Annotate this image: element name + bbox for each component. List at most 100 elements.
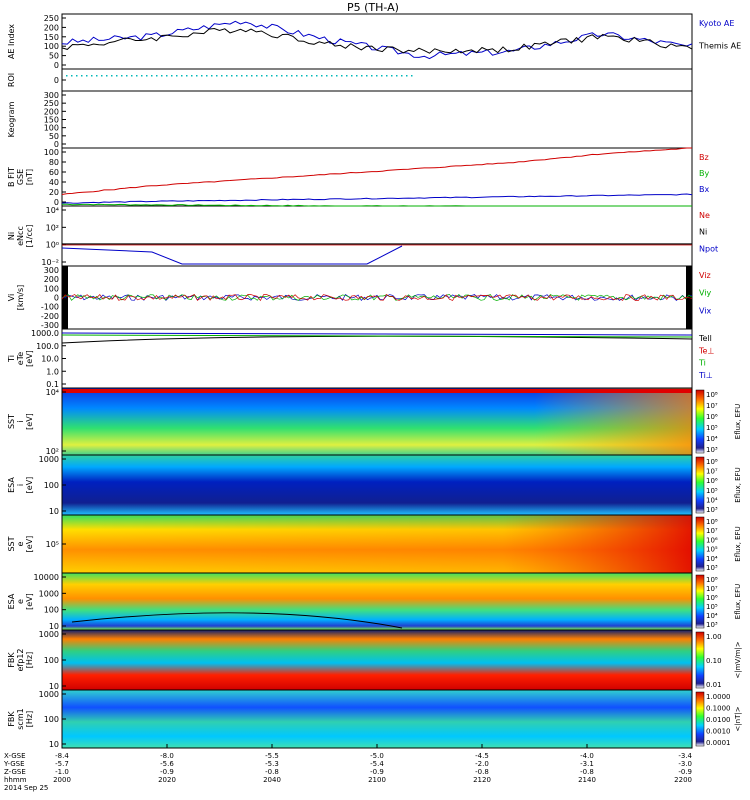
y-tick-label: 10² [46, 223, 59, 232]
colorbar-tick-label: 10⁶ [706, 536, 718, 544]
y-tick-label: 10 [49, 507, 59, 516]
x-tick-label: -5.6 [160, 760, 174, 768]
x-tick-label: 2020 [158, 776, 176, 784]
colorbar-label: <|nT|> [734, 706, 742, 731]
x-tick-label: -5.3 [265, 760, 279, 768]
legend-entry: Kyoto AE [699, 19, 734, 28]
esa-e-overlay-curve [71, 612, 403, 629]
roi-dot [121, 75, 123, 77]
roi-dot [356, 75, 358, 77]
series-by [61, 203, 692, 207]
colorbar-tick-label: 10⁸ [706, 576, 718, 584]
y-tick-label: 10⁰ [46, 241, 59, 250]
roi-dot [241, 75, 243, 77]
spectrogram-overlay-7 [62, 388, 692, 455]
x-tick-label: -5.4 [370, 760, 384, 768]
y-axis-label: [eV] [25, 536, 34, 553]
colorbar-tick-label: 0.0010 [706, 728, 731, 736]
y-tick-label: 200 [44, 107, 59, 116]
y-axis-label: GSE [16, 169, 25, 185]
roi-dot [86, 75, 88, 77]
colorbar-tick-label: 10⁵ [706, 424, 718, 432]
panel-7: 10⁴ 10² SST i [eV] [7, 387, 693, 456]
x-axis-row-label: hhmm [4, 776, 27, 784]
roi-dot [126, 75, 128, 77]
y-tick-label: 50 [49, 132, 59, 141]
panel-1: 0 ROI [7, 68, 693, 92]
colorbar-tick-label: 10⁸ [706, 391, 718, 399]
roi-dot [246, 75, 248, 77]
series-kyoto-ae [61, 20, 693, 60]
roi-dot [231, 75, 233, 77]
colorbar-label: Eflux, EFU [734, 467, 742, 502]
vi-edge-left [62, 266, 68, 329]
roi-dot [296, 75, 298, 77]
roi-dot [71, 75, 73, 77]
colorbar-tick-label: 10⁸ [706, 518, 718, 526]
roi-dot [361, 75, 363, 77]
roi-dot [336, 75, 338, 77]
y-axis-label: [Hz] [25, 711, 34, 727]
y-axis-label: i [16, 484, 25, 486]
x-tick-label: -5.7 [55, 760, 69, 768]
roi-dot [91, 75, 93, 77]
roi-dot [406, 75, 408, 77]
x-tick-label: -0.8 [475, 768, 489, 776]
roi-dot [301, 75, 303, 77]
y-axis-label: ESA [7, 477, 16, 493]
roi-dot [316, 75, 318, 77]
y-axis-label: efp12 [16, 649, 25, 672]
legend-entry: Viy [699, 289, 712, 298]
roi-dot [286, 75, 288, 77]
y-axis-label: SST [7, 536, 16, 551]
x-tick-label: -0.8 [265, 768, 279, 776]
roi-dot [161, 75, 163, 77]
colorbar-label: <|mV/m|> [734, 641, 742, 678]
y-tick-label: 200 [44, 275, 59, 284]
y-tick-label: 100 [44, 284, 59, 293]
colorbar-tick-label: 10⁶ [706, 413, 718, 421]
colorbar-5: 1.0000 0.1000 0.0100 0.0010 0.0001<|nT|> [695, 691, 742, 747]
y-axis-label: [eV] [25, 350, 34, 367]
y-axis-label: Keogram [7, 101, 16, 137]
roi-dot [236, 75, 238, 77]
spectrogram-10 [62, 573, 692, 630]
roi-dot [171, 75, 173, 77]
y-axis-label: FBK [7, 711, 16, 727]
roi-dot [111, 75, 113, 77]
x-axis-row-label: Y-GSE [3, 760, 25, 768]
y-axis-label: FBK [7, 652, 16, 668]
colorbar-tick-label: 0.01 [706, 681, 722, 689]
colorbar-tick-label: 10⁷ [706, 585, 718, 593]
x-tick-label: 2000 [53, 776, 71, 784]
x-tick-label: 2040 [263, 776, 281, 784]
colorbar-tick-label: 10⁷ [706, 527, 718, 535]
roi-dot [256, 75, 258, 77]
roi-dot [186, 75, 188, 77]
y-axis-label: [Hz] [25, 652, 34, 668]
panel-frame-5 [61, 265, 693, 330]
x-tick-label: -3.0 [678, 760, 692, 768]
roi-dot [211, 75, 213, 77]
y-tick-label: 100 [44, 481, 59, 490]
colorbar-label: Eflux, EFU [734, 584, 742, 619]
colorbar-label: Eflux, EFU [734, 404, 742, 439]
legend-entry: Npot [699, 244, 718, 253]
y-axis-label: Ti [7, 355, 16, 363]
vi-noise-0 [61, 293, 693, 301]
y-axis-label: [1/cc] [25, 225, 34, 248]
roi-dot [136, 75, 138, 77]
colorbar-tick-label: 10⁸ [706, 458, 718, 466]
y-tick-label: 0 [54, 198, 59, 207]
legend-entry: Ne [699, 211, 710, 220]
roi-dot [201, 75, 203, 77]
y-tick-label: -300 [41, 321, 59, 330]
y-axis-label: [km/s] [16, 285, 25, 311]
roi-dot [176, 75, 178, 77]
roi-dot [146, 75, 148, 77]
